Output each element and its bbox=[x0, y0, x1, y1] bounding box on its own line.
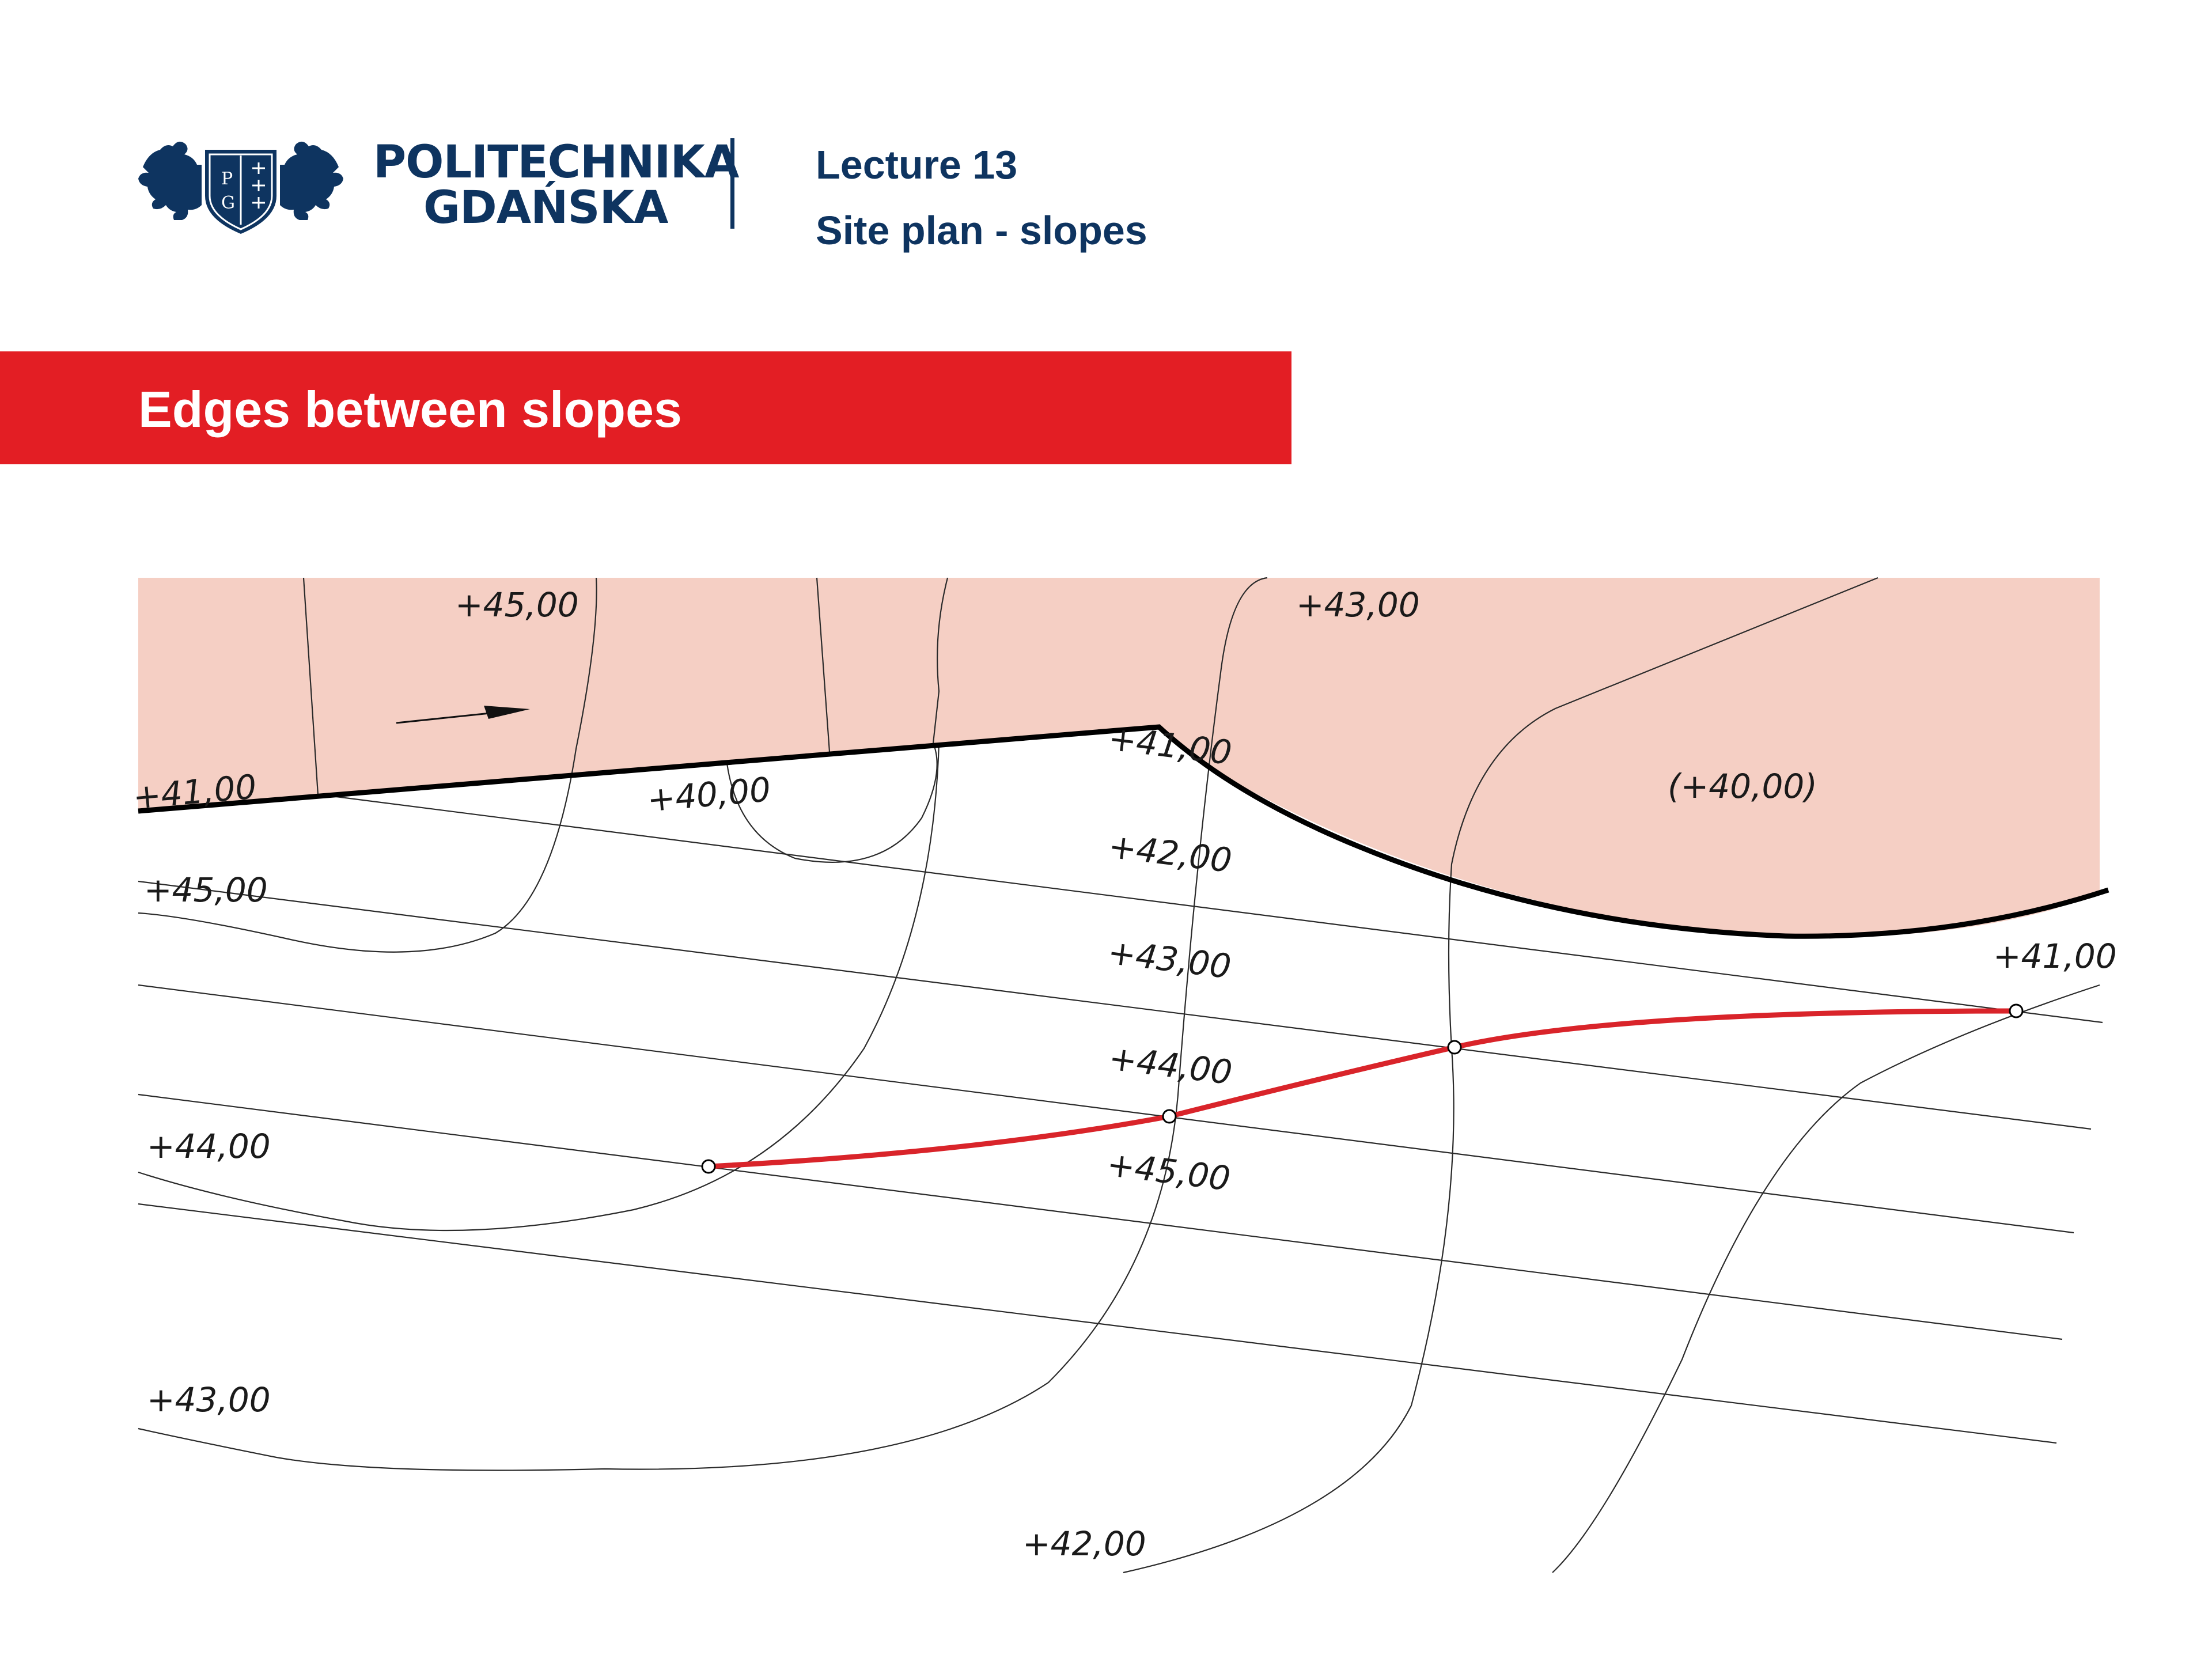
lecture-topic: Site plan - slopes bbox=[816, 208, 1147, 253]
edge-between-slopes bbox=[708, 1008, 2017, 1169]
intersection-point bbox=[1162, 1109, 1177, 1124]
university-name-line2: GDAŃSKA bbox=[423, 182, 668, 234]
contour-line bbox=[1552, 984, 2100, 1573]
label-left-45: +45,00 bbox=[144, 870, 268, 910]
contour-line bbox=[816, 577, 831, 752]
emblem-letter-g: G bbox=[221, 193, 235, 213]
slope-line bbox=[138, 880, 2092, 1130]
contour-line bbox=[138, 577, 1268, 1471]
label-zone-40: (+40,00) bbox=[1668, 767, 1817, 806]
contour-lines bbox=[138, 577, 2103, 1574]
label-edge-40: +40,00 bbox=[646, 770, 772, 819]
contour-line bbox=[138, 577, 597, 953]
direction-arrow-icon bbox=[396, 706, 530, 724]
label-slope-42: +42,00 bbox=[1107, 827, 1234, 881]
slope-line bbox=[322, 794, 2103, 1024]
label-left-44: +44,00 bbox=[147, 1127, 271, 1166]
slope-edge-line bbox=[138, 724, 2109, 939]
section-title: Edges between slopes bbox=[138, 381, 682, 438]
label-slope-43: +43,00 bbox=[1106, 933, 1233, 987]
header: P G POLITECHNIKA GDAŃSKA Lecture 13 Site… bbox=[0, 0, 2212, 288]
contour-line bbox=[726, 577, 949, 863]
header-divider bbox=[730, 138, 734, 229]
slope-line bbox=[138, 1203, 2057, 1444]
label-left-43: +43,00 bbox=[147, 1380, 271, 1419]
intersection-point bbox=[2009, 1003, 2024, 1018]
fill-zone bbox=[138, 578, 2100, 937]
lecture-number: Lecture 13 bbox=[816, 142, 1018, 187]
label-slope-45: +45,00 bbox=[1105, 1145, 1232, 1199]
slope-line bbox=[138, 1093, 2063, 1340]
label-bottom-42: +42,00 bbox=[1022, 1524, 1146, 1563]
intersection-point bbox=[1447, 1040, 1462, 1055]
contour-line bbox=[302, 577, 319, 796]
label-top-45: +45,00 bbox=[455, 585, 579, 624]
contour-line bbox=[1123, 577, 1878, 1574]
label-slope-44: +44,00 bbox=[1107, 1038, 1234, 1092]
label-top-43: +43,00 bbox=[1296, 585, 1420, 624]
slope-line bbox=[138, 984, 2074, 1234]
contour-line bbox=[138, 743, 940, 1232]
university-emblem-icon: P G bbox=[138, 141, 343, 234]
intersection-point bbox=[701, 1159, 716, 1174]
university-name-line1: POLITECHNIKA bbox=[373, 137, 739, 188]
section-banner: Edges between slopes bbox=[0, 351, 1291, 464]
emblem-letter-p: P bbox=[221, 169, 233, 189]
label-right-41: +41,00 bbox=[1993, 937, 2117, 976]
intersection-points bbox=[701, 1003, 2024, 1174]
